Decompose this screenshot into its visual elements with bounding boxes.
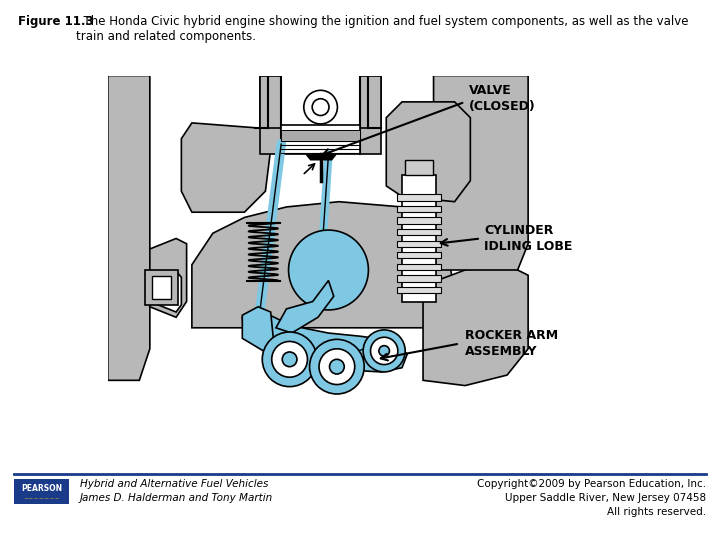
Polygon shape [150,239,186,318]
Circle shape [371,338,398,364]
Circle shape [310,339,364,394]
Bar [360,76,381,154]
Bar [152,276,171,299]
Circle shape [312,99,329,116]
Polygon shape [181,123,271,212]
Polygon shape [243,312,408,372]
Polygon shape [150,271,181,312]
Bar [397,218,441,224]
Bar [402,176,436,301]
Circle shape [330,359,344,374]
Text: VALVE
(CLOSED): VALVE (CLOSED) [469,84,536,113]
FancyBboxPatch shape [14,480,69,503]
Bar [397,229,441,235]
Text: Copyright©2009 by Pearson Education, Inc.
Upper Saddle River, New Jersey 07458
A: Copyright©2009 by Pearson Education, Inc… [477,480,706,517]
Bar [397,275,441,281]
Text: PEARSON: PEARSON [21,484,62,493]
Circle shape [304,90,338,124]
Circle shape [319,349,355,384]
Circle shape [289,230,369,310]
Text: ~~~~~~~: ~~~~~~~ [23,496,60,501]
Polygon shape [386,102,470,202]
Bar [397,194,441,201]
Polygon shape [423,265,528,386]
Bar [282,125,360,154]
Text: ROCKER ARM
ASSEMBLY: ROCKER ARM ASSEMBLY [465,329,558,358]
Polygon shape [243,307,274,351]
Polygon shape [307,154,336,160]
Text: The Honda Civic hybrid engine showing the ignition and fuel system components, a: The Honda Civic hybrid engine showing th… [76,15,688,43]
Polygon shape [276,280,334,333]
Text: Figure 11.3: Figure 11.3 [18,15,94,28]
Circle shape [282,352,297,367]
Circle shape [379,346,390,356]
Bar [397,206,441,212]
Polygon shape [433,76,528,270]
Bar [145,270,179,305]
Polygon shape [192,202,454,328]
Circle shape [271,341,307,377]
Bar [360,76,381,128]
Bar [397,264,441,270]
Text: CYLINDER
IDLING LOBE: CYLINDER IDLING LOBE [484,224,572,253]
Bar [397,287,441,293]
Bar [405,160,433,176]
Bar [260,76,282,128]
Circle shape [262,332,317,387]
Text: Hybrid and Alternative Fuel Vehicles
James D. Halderman and Tony Martin: Hybrid and Alternative Fuel Vehicles Jam… [80,480,274,503]
Bar [397,252,441,259]
Polygon shape [108,76,150,380]
Bar [282,130,360,141]
Bar [260,76,282,154]
Bar [397,241,441,247]
Circle shape [363,330,405,372]
